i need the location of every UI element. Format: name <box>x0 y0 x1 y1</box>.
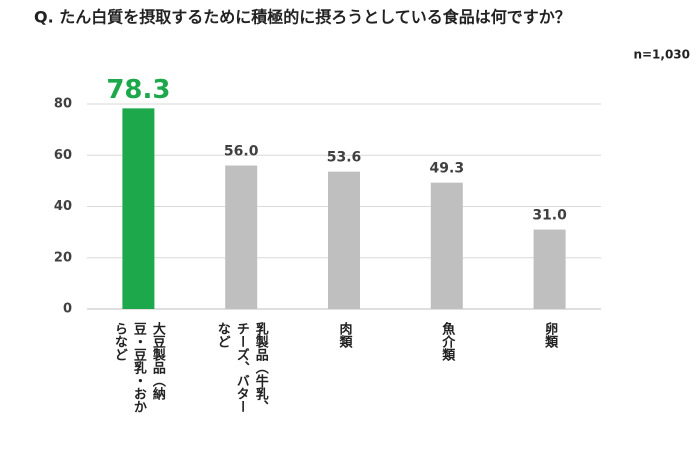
x-tick-label: 魚介類 <box>439 322 455 361</box>
chart-subtitle: n=1,030 <box>633 48 690 62</box>
x-tick-label: 卵類 <box>542 322 558 348</box>
bar <box>430 182 463 309</box>
value-label: 78.3 <box>106 75 170 105</box>
y-tick-label: 0 <box>63 302 72 317</box>
value-label: 31.0 <box>532 208 567 224</box>
bar <box>533 229 566 309</box>
y-tick-label: 40 <box>54 199 72 214</box>
value-label: 53.6 <box>327 150 362 166</box>
x-tick-label: 肉類 <box>336 322 352 348</box>
bar <box>328 171 360 309</box>
bar <box>122 108 155 309</box>
bar <box>225 165 258 309</box>
y-tick-label: 60 <box>54 148 72 163</box>
value-label: 49.3 <box>430 161 465 177</box>
x-tick-label: 乳製品（牛乳、チーズ、バターなど <box>214 322 268 413</box>
chart-title: Q. たん白質を摂取するために積極的に摂ろうとしている食品は何ですか？ <box>34 8 571 27</box>
y-tick-label: 80 <box>54 97 72 112</box>
value-label: 56.0 <box>224 144 259 160</box>
x-tick-label: 大豆製品（納豆・豆乳・おからなど <box>111 322 165 413</box>
y-tick-label: 20 <box>54 250 72 265</box>
